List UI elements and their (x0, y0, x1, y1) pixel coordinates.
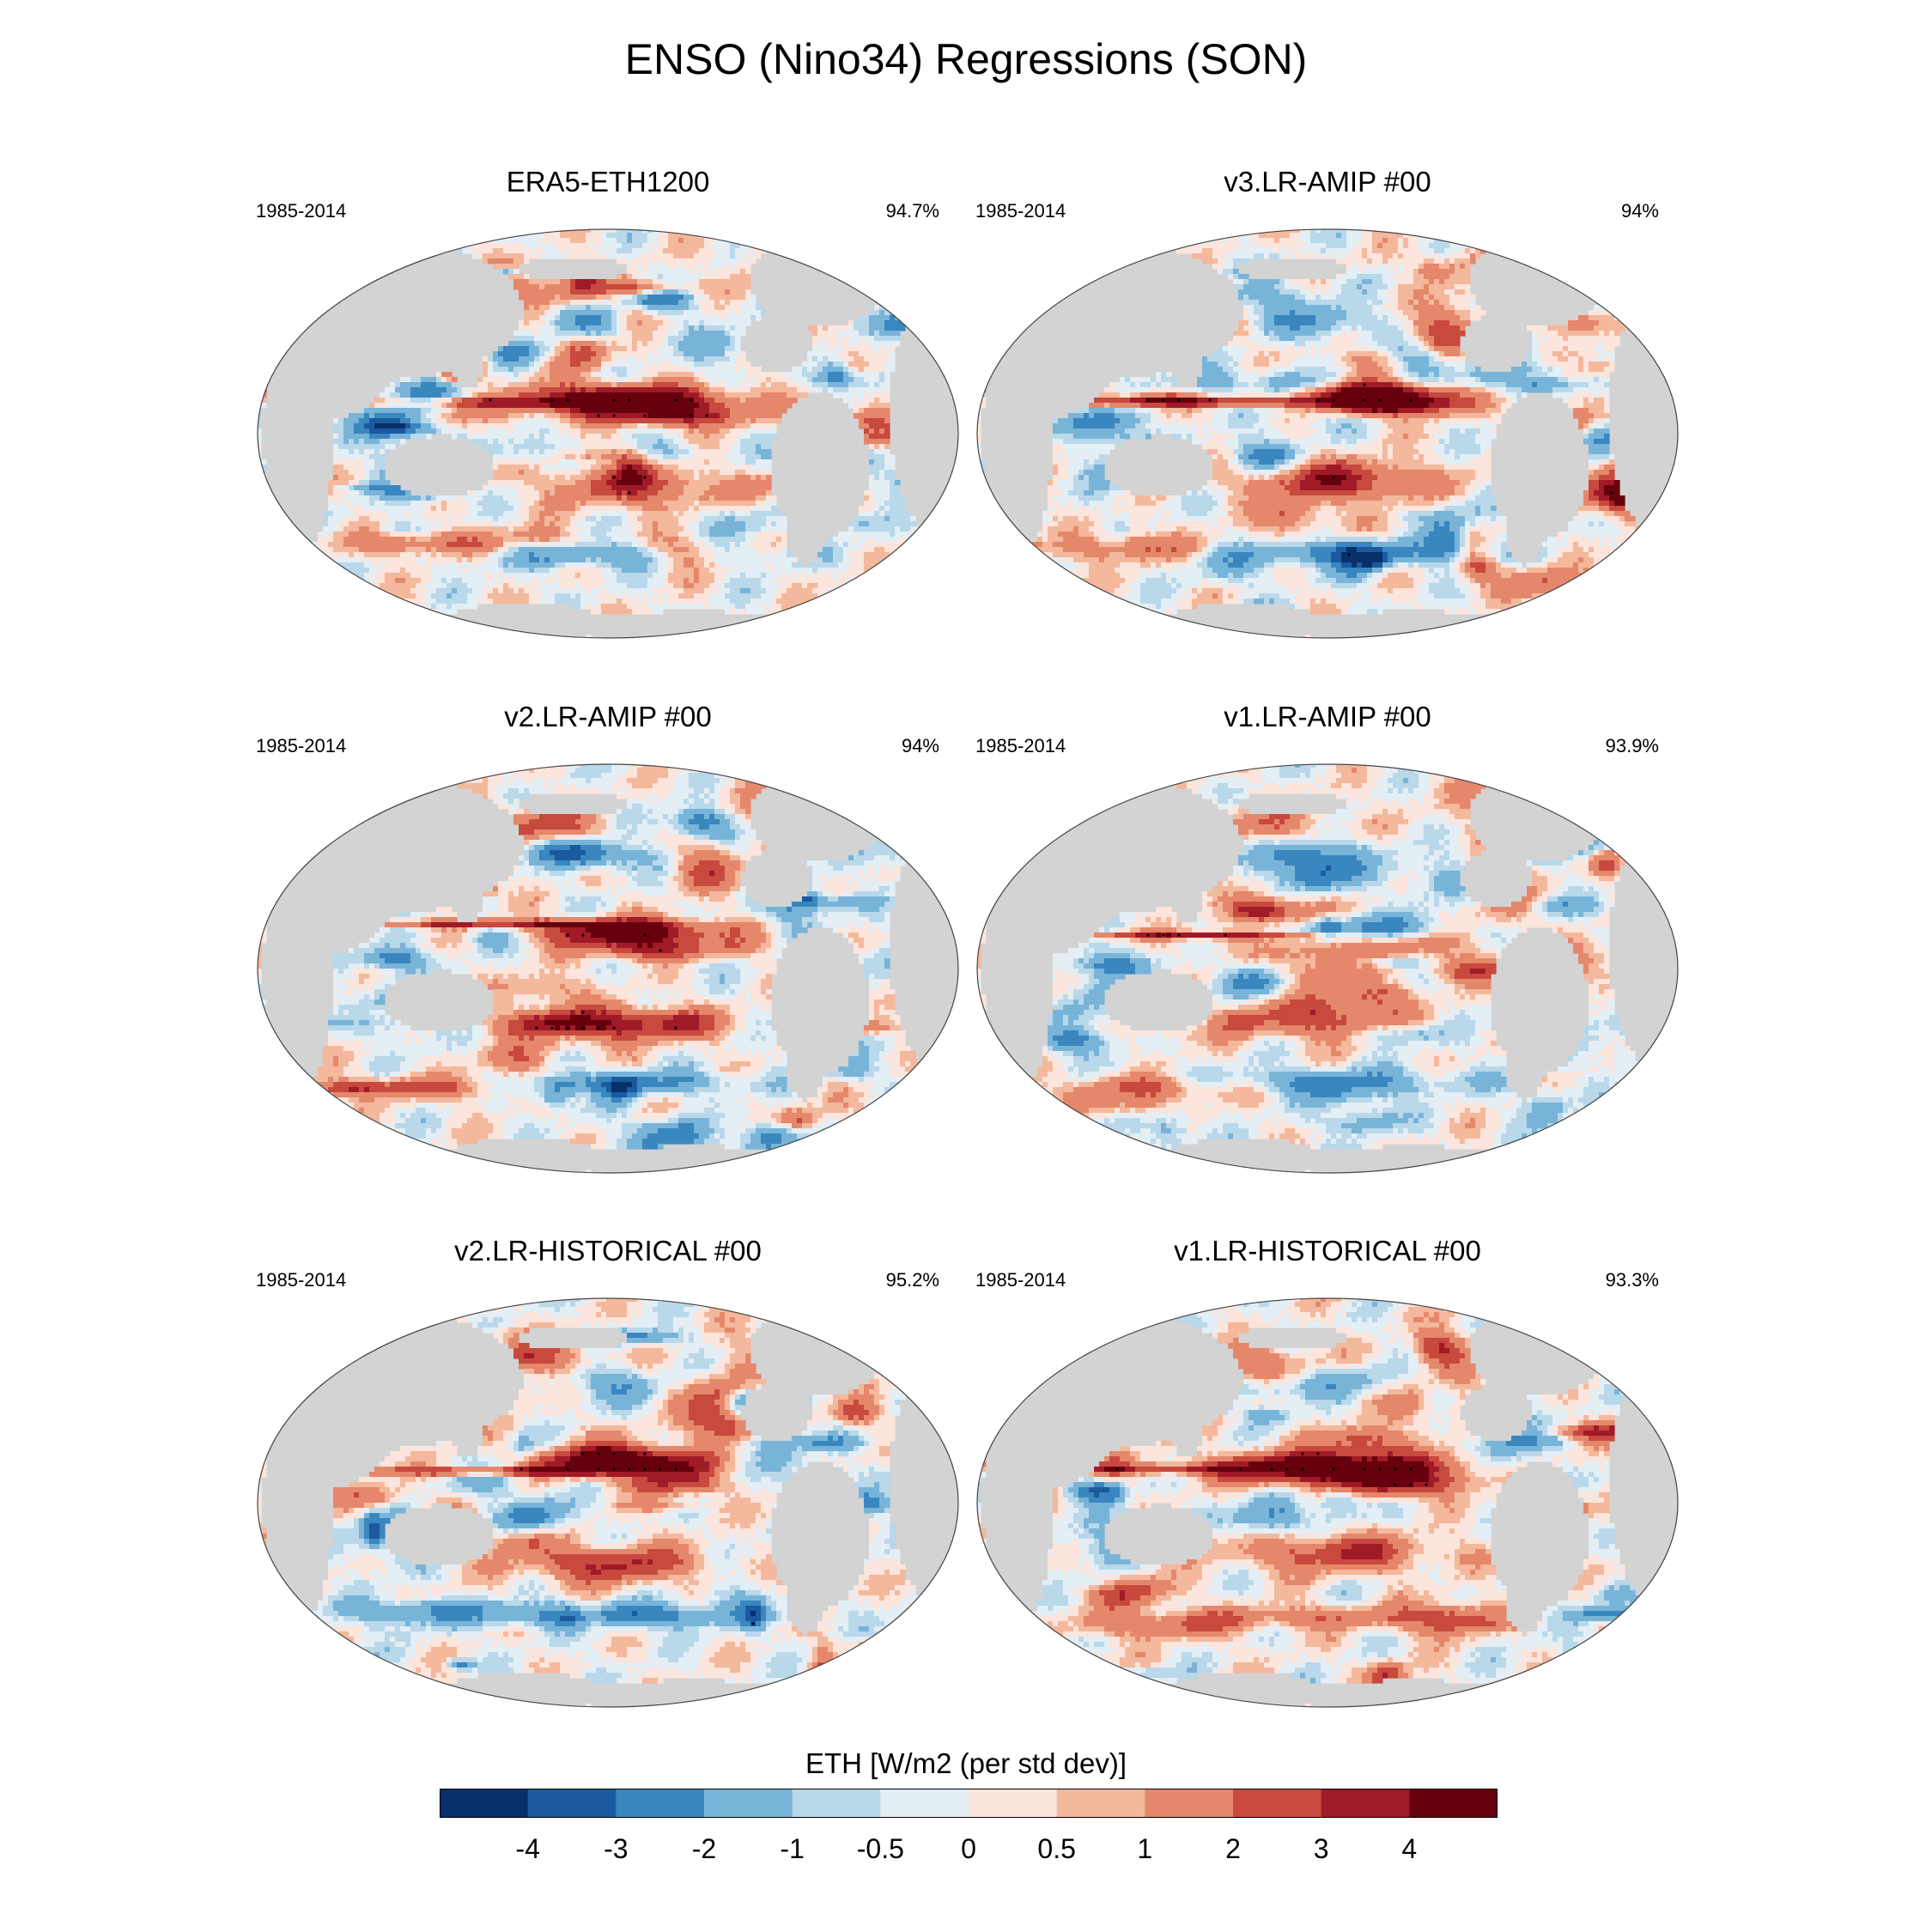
colorbar-segment (969, 1789, 1058, 1818)
regression-field (258, 229, 921, 638)
regression-map (976, 228, 1679, 639)
panel-4: v2.LR-HISTORICAL #00 1985-2014 95.2% (256, 1235, 960, 1717)
colorbar-tick-label: 2 (1225, 1833, 1241, 1864)
colorbar-tick-label: 0 (961, 1833, 976, 1864)
colorbar-tick-label: -3 (604, 1833, 629, 1864)
colorbar (440, 1789, 1498, 1818)
colorbar-segment (440, 1789, 529, 1818)
regression-field (977, 764, 1641, 1173)
colorbar-segment (1409, 1789, 1498, 1818)
colorbar-tick-label: -1 (780, 1833, 805, 1864)
figure-title: ENSO (Nino34) Regressions (SON) (624, 35, 1308, 83)
panel-title: v1.LR-AMIP #00 (1224, 701, 1431, 732)
panel-0: ERA5-ETH1200 1985-2014 94.7% (256, 166, 960, 648)
colorbar-tick-label: -0.5 (856, 1833, 904, 1864)
panel-2: v2.LR-AMIP #00 1985-2014 94% (256, 701, 960, 1183)
regression-map (257, 763, 959, 1174)
significance-stippling (1146, 383, 1613, 556)
regression-map (257, 1297, 959, 1708)
panel-5: v1.LR-HISTORICAL #00 1985-2014 93.3% (975, 1235, 1680, 1717)
colorbar-title: ETH [W/m2 (per std dev)] (805, 1747, 1127, 1779)
colorbar-segment (1145, 1789, 1234, 1818)
panel-title: v2.LR-AMIP #00 (504, 701, 712, 732)
map-border (257, 228, 959, 639)
panel-percent: 94.7% (885, 200, 939, 222)
regression-map (976, 1297, 1679, 1708)
colorbar-segment (1233, 1789, 1322, 1818)
significance-stippling (535, 933, 677, 1030)
panel-3: v1.LR-AMIP #00 1985-2014 93.9% (975, 701, 1680, 1183)
colorbar-segment (792, 1789, 881, 1818)
regression-field (258, 1298, 921, 1707)
colorbar-tick-label: 1 (1137, 1833, 1153, 1864)
colorbar-segment (704, 1789, 793, 1818)
panel-title: v1.LR-HISTORICAL #00 (1174, 1235, 1481, 1267)
regression-field (258, 764, 921, 1173)
colorbar-segment (1321, 1789, 1410, 1818)
colorbar-segment (880, 1789, 969, 1818)
panel-period: 1985-2014 (256, 200, 347, 222)
panel-percent: 93.9% (1605, 735, 1659, 756)
significance-stippling (489, 398, 708, 495)
colorbar-segment (1056, 1789, 1145, 1818)
panel-1: v3.LR-AMIP #00 1985-2014 94% (975, 166, 1680, 648)
panel-title: v2.LR-HISTORICAL #00 (454, 1235, 762, 1267)
colorbar-border (440, 1789, 1498, 1818)
panel-period: 1985-2014 (975, 1269, 1066, 1291)
colorbar-tick-label: 4 (1401, 1833, 1418, 1864)
colorbar-tick-label: -4 (515, 1833, 540, 1864)
colorbar-tick-label: 3 (1313, 1833, 1329, 1864)
panel-title: v3.LR-AMIP #00 (1224, 166, 1431, 197)
panel-percent: 93.3% (1605, 1269, 1659, 1291)
significance-stippling (1115, 1452, 1428, 1486)
significance-stippling (519, 1452, 755, 1625)
panel-period: 1985-2014 (975, 735, 1066, 756)
map-border (976, 1297, 1679, 1708)
regression-map (976, 763, 1679, 1174)
significance-stippling (1146, 933, 1227, 937)
colorbar-tick-label: -2 (691, 1833, 717, 1864)
regression-field (977, 1298, 1641, 1707)
panel-title: ERA5-ETH1200 (506, 166, 710, 197)
panel-percent: 95.2% (885, 1269, 939, 1291)
panel-percent: 94% (1620, 200, 1659, 222)
colorbar-tick-label: 0.5 (1037, 1833, 1076, 1864)
panel-period: 1985-2014 (256, 1269, 347, 1291)
colorbar-segment (527, 1789, 617, 1818)
panel-period: 1985-2014 (256, 735, 347, 756)
colorbar-segment (616, 1789, 705, 1818)
regression-field (977, 229, 1641, 638)
map-border (976, 228, 1679, 639)
map-border (976, 763, 1679, 1174)
panel-percent: 94% (901, 735, 939, 756)
panel-period: 1985-2014 (975, 200, 1066, 222)
map-border (257, 1297, 959, 1708)
map-border (257, 763, 959, 1174)
regression-map (257, 228, 959, 639)
